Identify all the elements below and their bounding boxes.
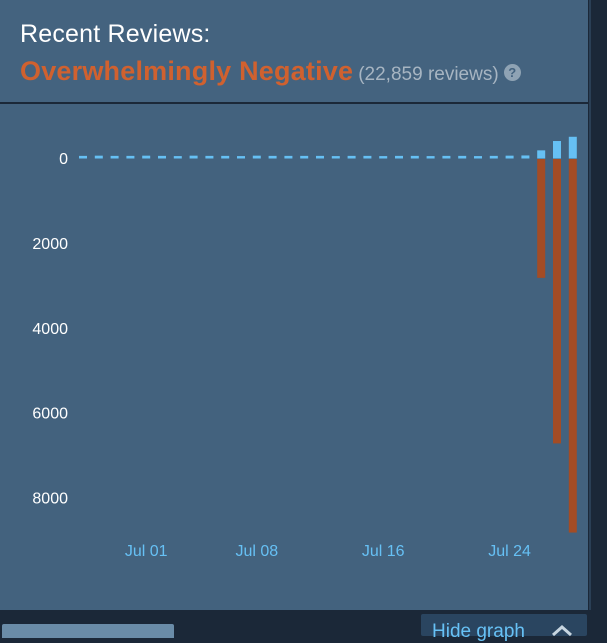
bars [79, 136, 577, 533]
positive-bar[interactable] [521, 155, 530, 159]
positive-bar[interactable] [252, 155, 261, 159]
positive-bar[interactable] [126, 155, 135, 159]
rating-line: Overwhelmingly Negative (22,859 reviews)? [20, 56, 521, 87]
positive-bar[interactable] [537, 150, 546, 159]
positive-bar[interactable] [458, 155, 467, 159]
positive-bar[interactable] [363, 155, 372, 159]
positive-bar[interactable] [158, 155, 166, 159]
positive-bar[interactable] [379, 156, 388, 159]
x-axis-ticks: Jul 01 Jul 08 Jul 16 Jul 24 [125, 543, 531, 560]
y-axis-ticks: 0 2000 4000 6000 8000 [32, 151, 68, 508]
positive-bar[interactable] [300, 155, 309, 159]
positive-bar[interactable] [426, 156, 435, 159]
positive-bar[interactable] [474, 156, 482, 159]
positive-bar[interactable] [205, 155, 214, 159]
positive-bar[interactable] [173, 156, 182, 159]
positive-bar[interactable] [110, 155, 119, 159]
y-tick-label: 2000 [32, 236, 68, 253]
negative-bar[interactable] [568, 159, 577, 533]
help-icon[interactable]: ? [503, 64, 521, 81]
reviews-title: Recent Reviews: [20, 20, 211, 48]
positive-bar[interactable] [442, 155, 451, 159]
positive-bar[interactable] [410, 155, 419, 159]
positive-bar[interactable] [568, 136, 577, 159]
review-count: (22,859 reviews) [358, 64, 499, 85]
positive-bar[interactable] [489, 155, 498, 159]
reviews-panel: Recent Reviews: Overwhelmingly Negative(… [0, 0, 588, 610]
chevron-up-icon [552, 624, 572, 636]
y-tick-label: 8000 [32, 491, 68, 508]
positive-bar[interactable] [316, 155, 324, 159]
positive-bar[interactable] [284, 155, 293, 159]
positive-bar[interactable] [347, 155, 356, 159]
positive-bar[interactable] [395, 155, 403, 159]
positive-bar[interactable] [94, 155, 103, 159]
negative-bar[interactable] [553, 159, 561, 444]
x-tick-label: Jul 24 [488, 543, 531, 560]
positive-bar[interactable] [331, 156, 340, 159]
scrollbar-track [588, 0, 607, 610]
positive-bar[interactable] [79, 155, 87, 159]
partial-button[interactable] [2, 624, 174, 638]
positive-bar[interactable] [142, 155, 151, 159]
scrollbar-stripe [589, 0, 591, 610]
positive-bar[interactable] [268, 155, 277, 159]
positive-bar[interactable] [505, 155, 514, 159]
x-tick-label: Jul 16 [362, 543, 405, 560]
x-tick-label: Jul 08 [235, 543, 278, 560]
negative-bar[interactable] [537, 159, 546, 278]
y-tick-label: 0 [59, 151, 68, 168]
x-tick-label: Jul 01 [125, 543, 168, 560]
positive-bar[interactable] [189, 155, 198, 159]
reviews-header: Recent Reviews: Overwhelmingly Negative(… [0, 0, 588, 104]
hide-graph-label: Hide graph [432, 621, 525, 642]
positive-bar[interactable] [221, 155, 230, 159]
positive-bar[interactable] [553, 141, 561, 159]
rating-summary[interactable]: Overwhelmingly Negative [20, 56, 354, 86]
positive-bar[interactable] [237, 156, 245, 159]
y-tick-label: 6000 [32, 406, 68, 423]
y-tick-label: 4000 [32, 321, 68, 338]
